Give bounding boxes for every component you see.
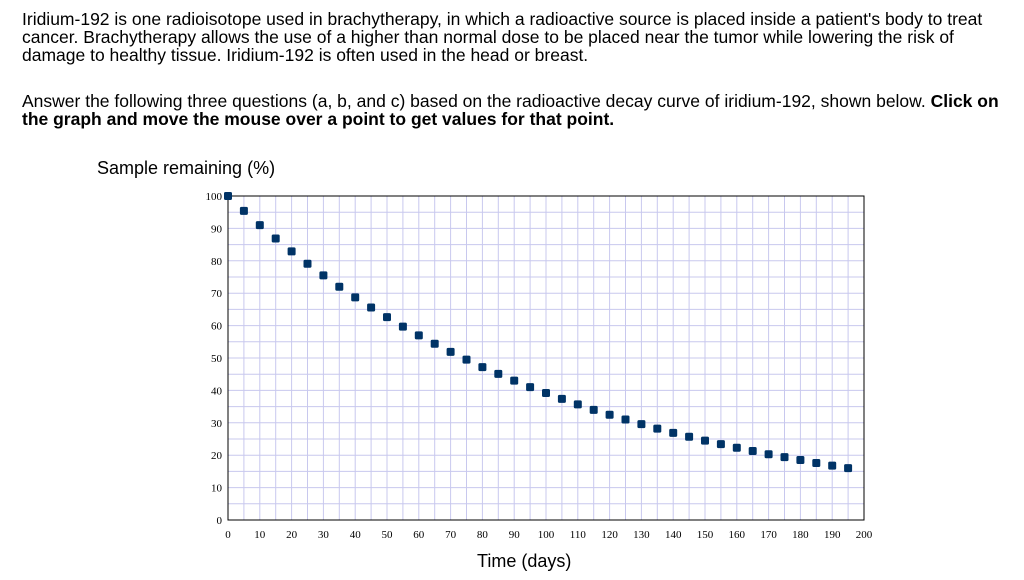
data-point[interactable]: 70, 51.9 bbox=[446, 347, 455, 356]
data-point[interactable]: 80, 47.2 bbox=[478, 363, 487, 372]
data-point[interactable]: 120, 32.5 bbox=[605, 410, 614, 419]
data-point[interactable]: 45, 65.6 bbox=[367, 303, 376, 312]
data-point[interactable]: 190, 16.8 bbox=[828, 461, 837, 470]
data-point[interactable]: 40, 68.7 bbox=[351, 293, 360, 302]
data-point[interactable]: 95, 41 bbox=[526, 383, 535, 392]
x-tick-label: 40 bbox=[350, 529, 362, 541]
y-tick-label: 60 bbox=[211, 321, 223, 333]
x-tick-label: 100 bbox=[538, 529, 555, 541]
data-point[interactable]: 170, 20.3 bbox=[764, 450, 773, 459]
y-tick-label: 70 bbox=[211, 288, 223, 300]
x-tick-label: 150 bbox=[697, 529, 714, 541]
data-point[interactable]: 105, 37.4 bbox=[557, 394, 566, 403]
y-tick-label: 80 bbox=[211, 256, 223, 268]
x-tick-label: 200 bbox=[856, 529, 873, 541]
x-tick-label: 190 bbox=[824, 529, 841, 541]
data-point[interactable]: 165, 21.3 bbox=[748, 446, 757, 455]
data-point[interactable]: 0, 100 bbox=[224, 192, 232, 200]
x-tick-label: 180 bbox=[792, 529, 809, 541]
data-point[interactable]: 20, 82.9 bbox=[287, 247, 296, 256]
data-point[interactable]: 160, 22.3 bbox=[732, 443, 741, 452]
data-point[interactable]: 50, 62.6 bbox=[383, 313, 391, 322]
x-tick-label: 140 bbox=[665, 529, 682, 541]
data-point[interactable]: 195, 16 bbox=[844, 464, 853, 473]
axis-tick-labels: 0 10 20 30 40 50 60 70 80 90 100 110 120 130 140 150 160… bbox=[206, 191, 873, 541]
y-axis-title: Sample remaining (%) bbox=[97, 158, 276, 178]
y-tick-label: 20 bbox=[211, 450, 223, 462]
x-tick-label: 80 bbox=[477, 529, 489, 541]
chart-grid bbox=[227, 195, 865, 521]
data-point[interactable]: 155, 23.4 bbox=[716, 440, 725, 449]
data-point[interactable]: 75, 49.5 bbox=[462, 355, 471, 364]
data-point[interactable]: 35, 72 bbox=[335, 282, 344, 291]
x-tick-label: 170 bbox=[760, 529, 777, 541]
x-tick-label: 0 bbox=[225, 529, 231, 541]
data-point[interactable]: 15, 86.9 bbox=[271, 234, 280, 243]
x-axis-title: Time (days) bbox=[477, 551, 572, 571]
data-point[interactable]: 65, 54.4 bbox=[430, 339, 439, 348]
y-tick-label: 30 bbox=[211, 418, 223, 430]
data-point[interactable]: 60, 57 bbox=[414, 331, 423, 340]
x-tick-label: 160 bbox=[729, 529, 746, 541]
data-point[interactable]: 135, 28.2 bbox=[653, 424, 662, 433]
x-tick-label: 120 bbox=[601, 529, 618, 541]
data-point[interactable]: 10, 91 bbox=[255, 221, 264, 230]
y-tick-label: 10 bbox=[211, 483, 223, 495]
data-point[interactable]: 115, 34 bbox=[589, 405, 598, 414]
y-tick-label: 50 bbox=[211, 353, 223, 365]
intro-paragraph: Iridium-192 is one radioisotope used in … bbox=[22, 9, 983, 65]
data-point[interactable]: 30, 75.5 bbox=[319, 271, 328, 280]
x-tick-label: 20 bbox=[286, 529, 298, 541]
data-point[interactable]: 25, 79.1 bbox=[303, 259, 312, 268]
data-point[interactable]: 5, 95.4 bbox=[239, 206, 248, 215]
x-tick-label: 30 bbox=[318, 529, 330, 541]
data-point[interactable]: 180, 18.5 bbox=[796, 456, 805, 465]
data-point[interactable]: 100, 39.2 bbox=[542, 388, 550, 397]
x-tick-label: 50 bbox=[382, 529, 394, 541]
instructions-paragraph: Answer the following three questions (a,… bbox=[22, 92, 1012, 128]
plot-area-frame[interactable] bbox=[227, 195, 865, 521]
x-tick-label: 110 bbox=[570, 529, 587, 541]
data-point[interactable]: 85, 45.1 bbox=[494, 369, 503, 378]
y-tick-label: 100 bbox=[206, 191, 223, 203]
instructions-text: Answer the following three questions (a,… bbox=[22, 91, 926, 111]
data-point[interactable]: 110, 35.7 bbox=[573, 400, 582, 409]
x-tick-label: 70 bbox=[445, 529, 457, 541]
y-tick-label: 90 bbox=[211, 223, 223, 235]
data-point[interactable]: 55, 59.7 bbox=[398, 322, 407, 331]
y-tick-label: 0 bbox=[217, 515, 223, 527]
data-point[interactable]: 140, 26.9 bbox=[669, 428, 678, 437]
x-tick-label: 10 bbox=[254, 529, 266, 541]
x-tick-label: 90 bbox=[509, 529, 521, 541]
data-point[interactable]: 185, 17.6 bbox=[812, 458, 821, 467]
data-point[interactable]: 175, 19.4 bbox=[780, 453, 789, 462]
x-tick-label: 60 bbox=[413, 529, 425, 541]
data-points[interactable]: 0, 100 5, 95.4 10, 91 15, 86.9 20, 82.9 25, 7… bbox=[224, 192, 853, 473]
data-point[interactable]: 130, 29.6 bbox=[637, 420, 646, 429]
x-tick-label: 130 bbox=[633, 529, 650, 541]
data-point[interactable]: 150, 24.5 bbox=[701, 436, 709, 445]
data-point[interactable]: 90, 43 bbox=[510, 376, 519, 385]
data-point[interactable]: 125, 31 bbox=[621, 415, 630, 424]
data-point[interactable]: 145, 25.7 bbox=[685, 432, 694, 441]
instructions-bold-text: Click on the graph and move the mouse ov… bbox=[22, 91, 999, 129]
y-tick-label: 40 bbox=[211, 385, 223, 397]
